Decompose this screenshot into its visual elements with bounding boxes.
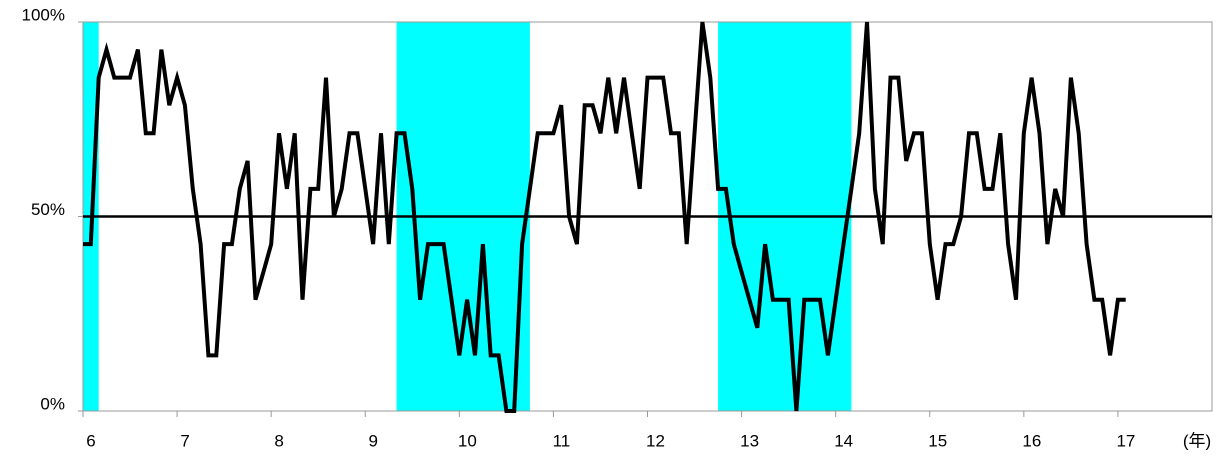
x-tick-label: 9 — [369, 431, 378, 450]
x-tick-label: 16 — [1022, 431, 1041, 450]
y-tick-label: 0% — [40, 394, 65, 413]
x-tick-label: 8 — [274, 431, 283, 450]
x-axis-label: (年) — [1183, 431, 1211, 450]
x-tick-label: 15 — [928, 431, 947, 450]
y-tick-label: 50% — [31, 200, 65, 219]
x-tick-label: 12 — [646, 431, 665, 450]
x-tick-label: 11 — [553, 431, 571, 450]
x-tick-label: 7 — [180, 431, 189, 450]
x-tick-label: 17 — [1116, 431, 1135, 450]
x-tick-label: 10 — [458, 431, 477, 450]
x-tick-label: 14 — [834, 431, 853, 450]
x-tick-label: 13 — [740, 431, 759, 450]
data-line — [83, 21, 1126, 413]
x-tick-label: 6 — [86, 431, 95, 450]
y-tick-label: 100% — [22, 5, 65, 24]
